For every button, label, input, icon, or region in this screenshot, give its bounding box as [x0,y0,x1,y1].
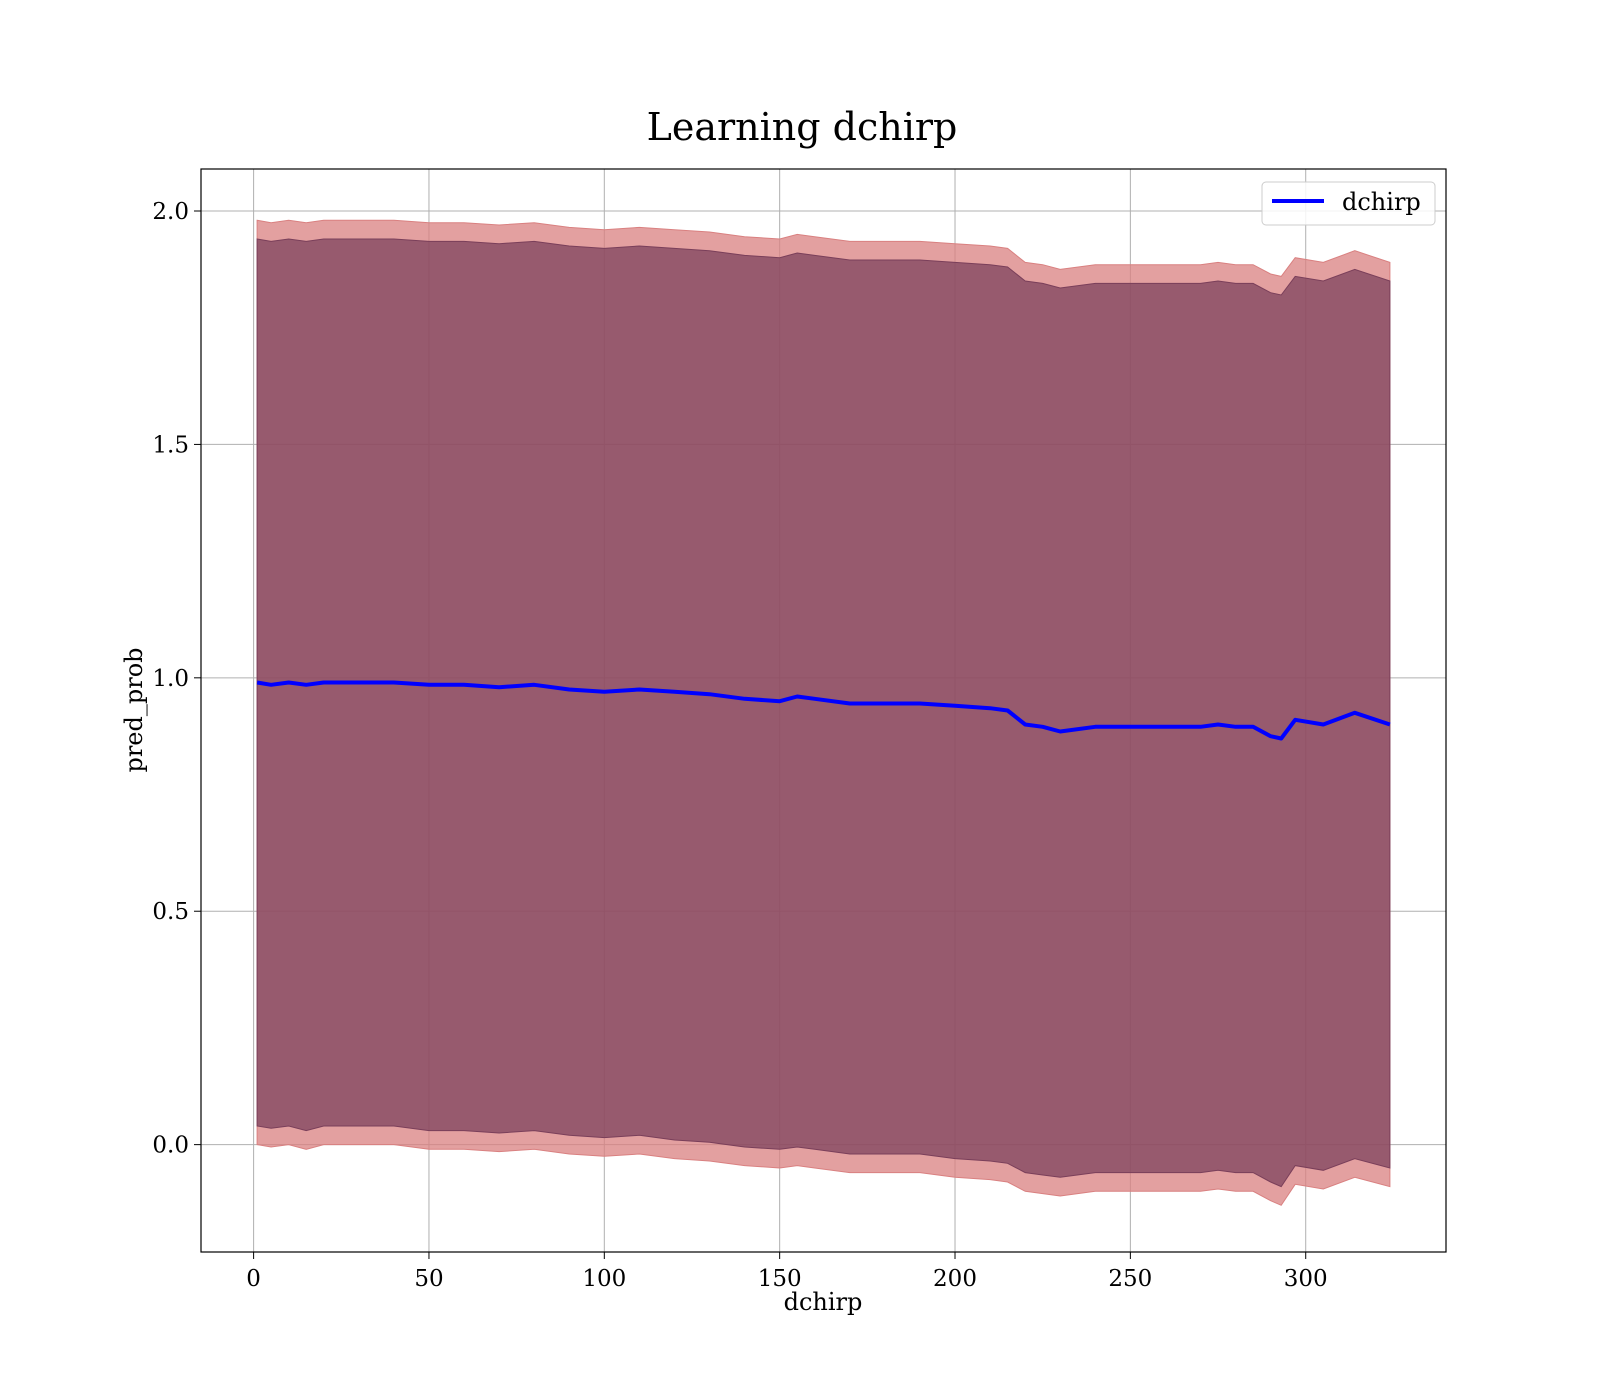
series-line [256,680,1391,741]
x-tick-label: 300 [1284,1266,1328,1292]
legend: dchirp [1261,181,1436,226]
y-tick-label: 1.5 [152,432,189,458]
x-axis-ticks: 0 50 100 150 200 250 300 [246,1252,1328,1292]
x-tick-label: 250 [1108,1266,1152,1292]
x-tick-label: 50 [414,1266,443,1292]
y-tick-label: 2.0 [152,199,189,225]
chart-title: Learning dchirp [647,105,958,149]
x-tick-label: 200 [933,1266,977,1292]
x-tick-label: 100 [582,1266,626,1292]
series-lines [256,680,1391,741]
y-tick-label: 1.0 [152,666,189,692]
x-tick-label: 150 [758,1266,802,1292]
confidence-bands [256,219,1391,1206]
x-axis-label: dchirp [784,1288,863,1316]
y-tick-label: 0.0 [152,1133,189,1159]
legend-entry: dchirp [1342,188,1421,216]
confidence-band [256,238,1391,1188]
legend-box [1261,181,1436,226]
y-tick-label: 0.5 [152,899,189,925]
y-axis-ticks: 0.0 0.5 1.0 1.5 2.0 [152,199,201,1159]
x-tick-label: 0 [246,1266,261,1292]
plot-frame [200,168,1447,1253]
y-axis-label: pred_prob [120,647,148,772]
